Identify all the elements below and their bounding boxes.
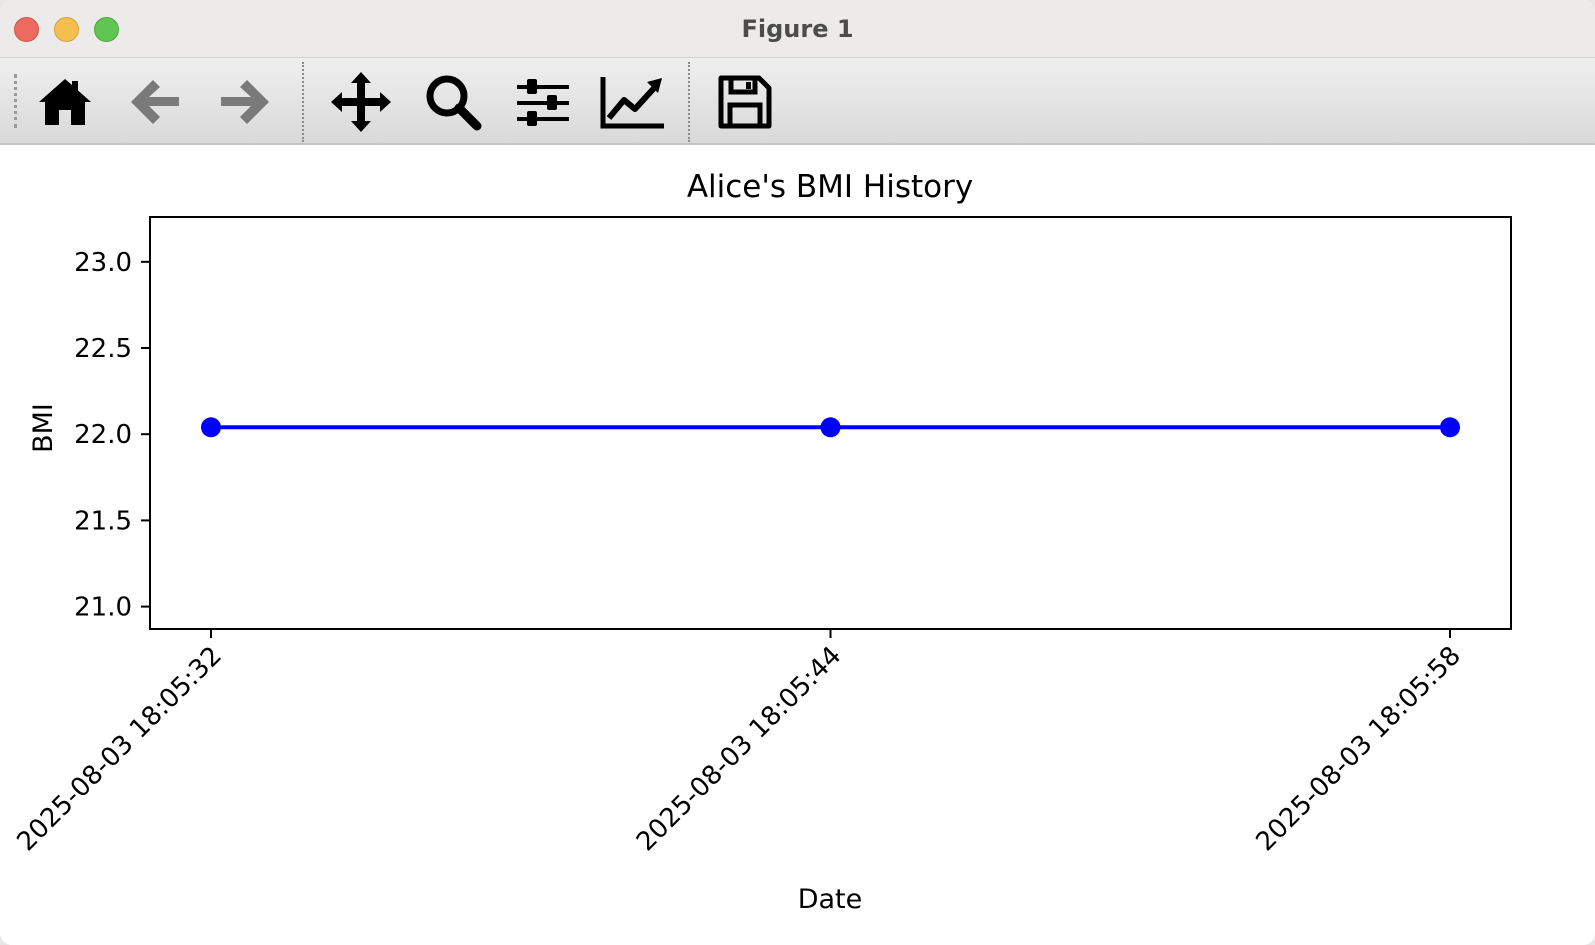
- forward-button[interactable]: [208, 70, 282, 134]
- sliders-icon: [517, 79, 569, 126]
- line-chart-icon: [600, 77, 664, 129]
- edit-axes-button[interactable]: [596, 70, 670, 134]
- x-axis-label: Date: [798, 884, 863, 915]
- subplots-button[interactable]: [506, 70, 580, 134]
- pan-button[interactable]: [324, 70, 398, 134]
- x-tick-label: 2025-08-03 18:05:44: [631, 641, 847, 857]
- back-button[interactable]: [118, 70, 192, 134]
- floppy-disk-icon: [718, 75, 772, 129]
- window-title: Figure 1: [741, 15, 854, 43]
- y-tick-label: 23.0: [74, 248, 132, 278]
- bmi-data-point: [1440, 417, 1460, 438]
- title-bar: Figure 1: [0, 0, 1595, 58]
- bmi-line-chart[interactable]: Alice's BMI History 21.0 21.5 22.0 22.5 23.0…: [0, 145, 1595, 945]
- save-button[interactable]: [708, 70, 782, 134]
- axes-frame: [149, 216, 1512, 630]
- zoom-button[interactable]: [416, 70, 490, 134]
- arrow-right-icon: [221, 80, 269, 124]
- figure-canvas[interactable]: Alice's BMI History 21.0 21.5 22.0 22.5 23.0…: [0, 145, 1595, 945]
- bmi-data-point: [201, 417, 221, 438]
- y-tick-label: 22.5: [74, 334, 132, 364]
- toolbar-separator: [302, 62, 304, 142]
- move-icon: [331, 72, 391, 132]
- x-tick-label: 2025-08-03 18:05:32: [11, 641, 227, 857]
- y-tick-label: 21.5: [74, 506, 132, 536]
- y-axis-label: BMI: [28, 403, 59, 453]
- y-tick-label: 21.0: [74, 593, 132, 623]
- close-window-button[interactable]: [14, 17, 39, 42]
- toolbar-grip[interactable]: [14, 74, 17, 128]
- y-tick-label: 22.0: [74, 420, 132, 450]
- chart-title: Alice's BMI History: [687, 169, 973, 205]
- arrow-left-icon: [131, 80, 179, 124]
- bmi-data-point: [820, 417, 841, 438]
- x-tick-label: 2025-08-03 18:05:58: [1250, 641, 1466, 857]
- toolbar-separator: [688, 62, 690, 142]
- home-button[interactable]: [28, 70, 102, 134]
- magnifier-icon: [426, 75, 482, 131]
- navigation-toolbar: [0, 58, 1595, 145]
- minimize-window-button[interactable]: [54, 17, 79, 42]
- maximize-window-button[interactable]: [94, 17, 119, 42]
- home-icon: [39, 79, 91, 125]
